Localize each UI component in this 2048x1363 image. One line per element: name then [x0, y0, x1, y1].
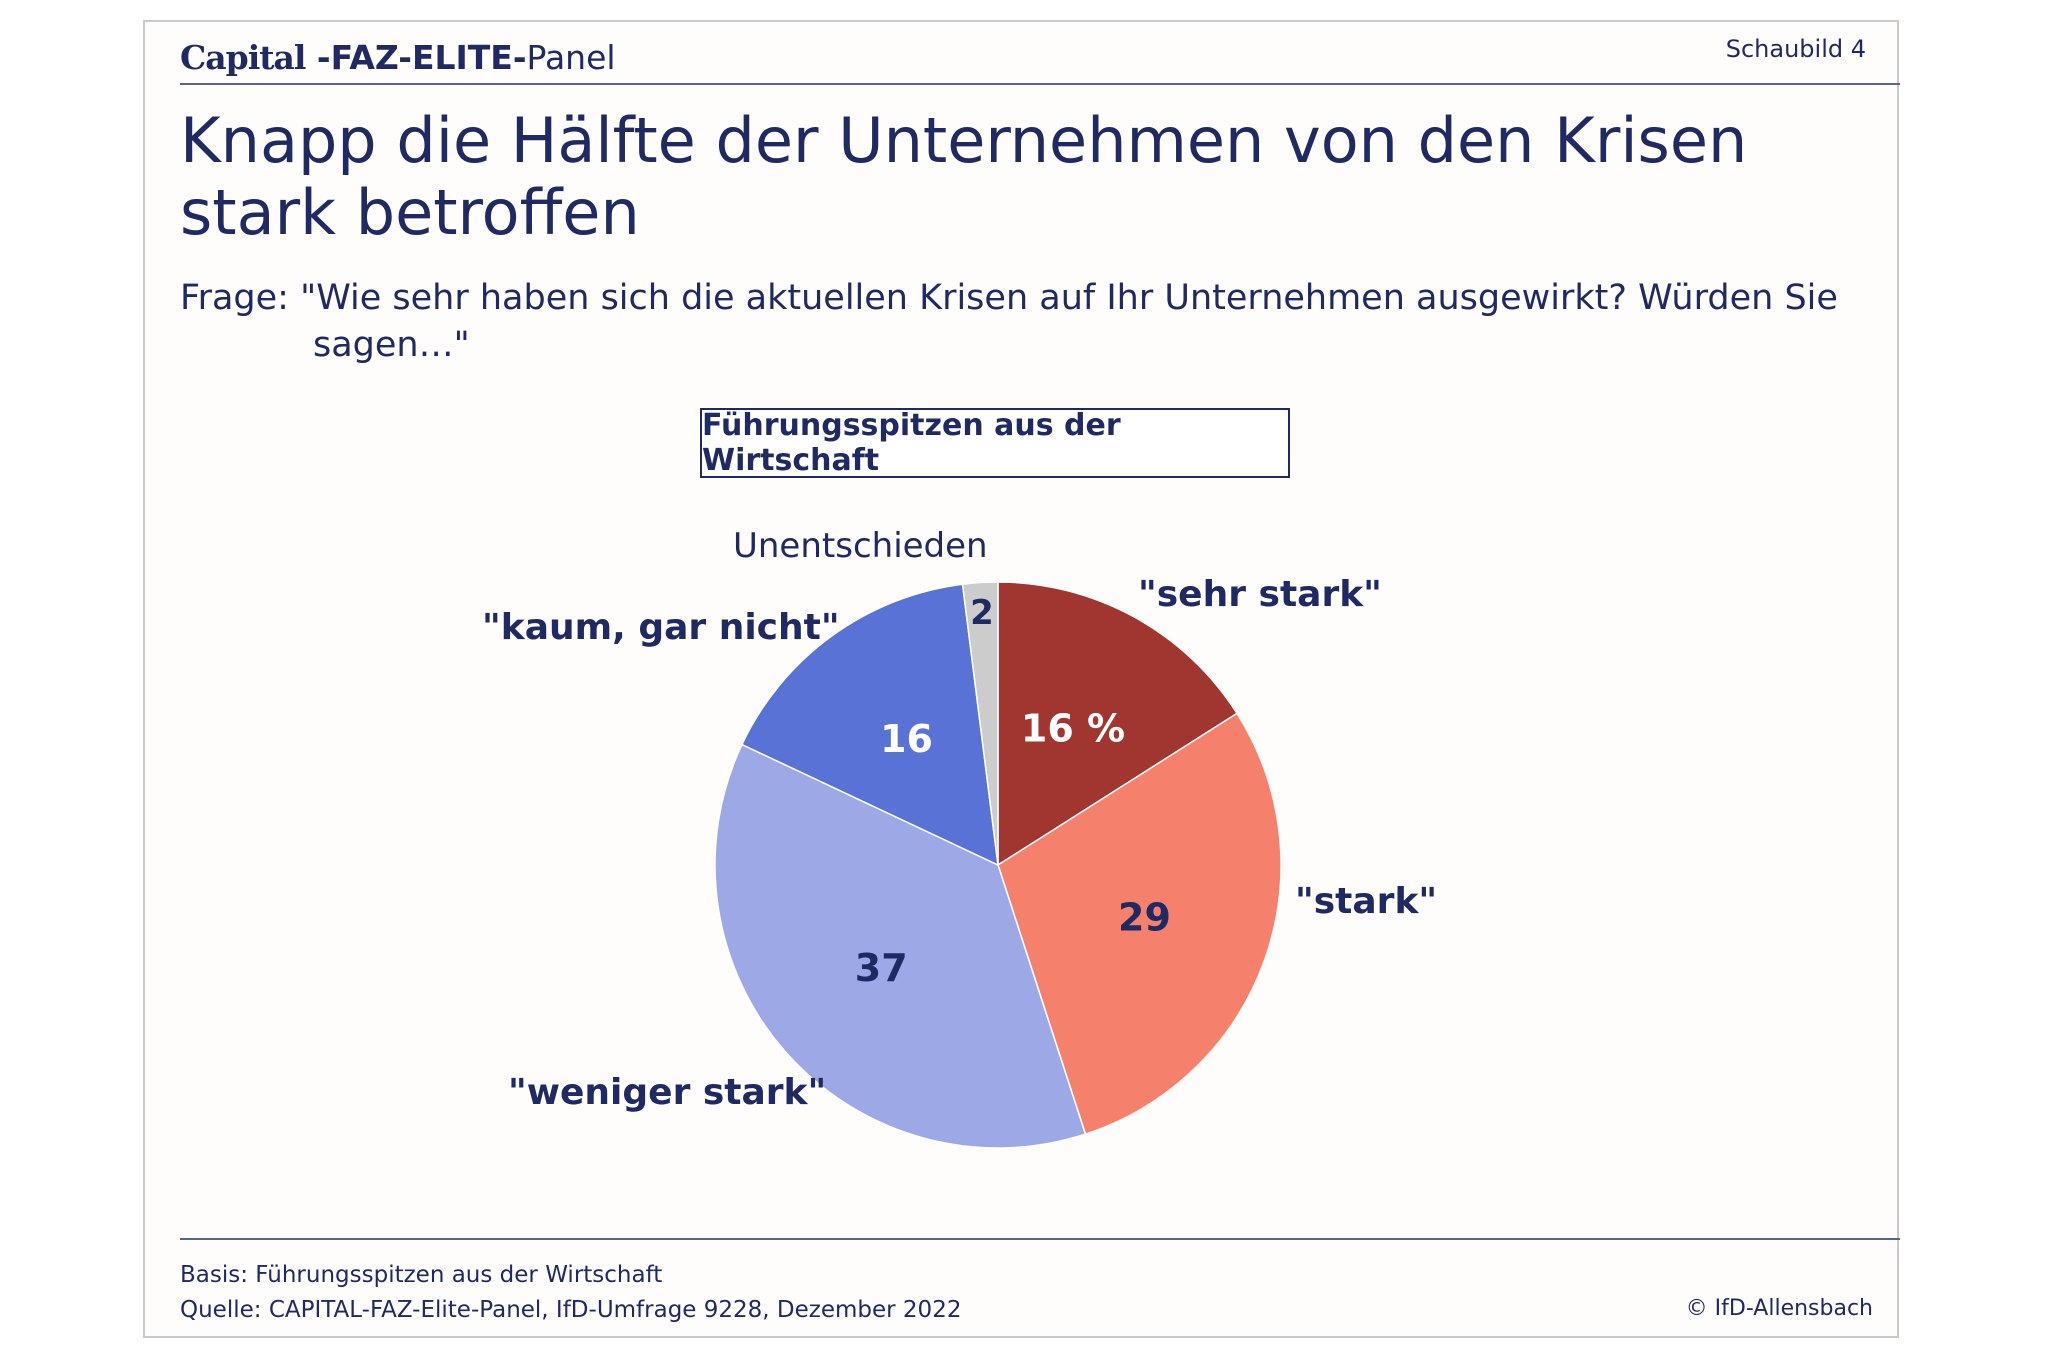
brand-logo: Capital -FAZ-ELITE-Panel [180, 38, 616, 77]
slice-value-label: 29 [1118, 896, 1171, 940]
copyright: © IfD-Allensbach [1685, 1296, 1873, 1321]
basis-note: Basis: Führungsspitzen aus der Wirtschaf… [180, 1262, 663, 1288]
pie-slice [714, 743, 1087, 1149]
brand-panel: Panel [526, 38, 616, 77]
chart-title: Knapp die Hälfte der Unternehmen von den… [180, 104, 1748, 249]
slice-category-label: "sehr stark" [1138, 574, 1382, 615]
slice-category-label: Unentschieden [733, 526, 988, 566]
footer-divider [180, 1238, 1900, 1240]
slice-value-label: 37 [855, 946, 908, 990]
header-divider [180, 83, 1900, 85]
brand-faz-elite: -FAZ-ELITE- [305, 38, 527, 77]
brand-capital: Capital [180, 38, 306, 77]
pie-slice [997, 581, 1238, 867]
survey-question: Frage: "Wie sehr haben sich die aktuelle… [180, 278, 1838, 365]
slice-category-label: "kaum, gar nicht" [482, 607, 840, 648]
pie-slice [997, 712, 1282, 1136]
source-note: Quelle: CAPITAL-FAZ-Elite-Panel, IfD-Umf… [180, 1297, 962, 1323]
slice-value-label: 16 % [1021, 707, 1125, 751]
pie-slice [961, 581, 999, 866]
pie-slice [740, 583, 999, 867]
slice-value-label: 2 [970, 593, 994, 633]
slice-value-label: 16 [880, 717, 933, 761]
slice-category-label: "stark" [1295, 881, 1437, 922]
respondent-group-label: Führungsspitzen aus der Wirtschaft [700, 408, 1290, 478]
figure-number: Schaubild 4 [1725, 35, 1866, 63]
slice-category-label: "weniger stark" [508, 1072, 826, 1113]
